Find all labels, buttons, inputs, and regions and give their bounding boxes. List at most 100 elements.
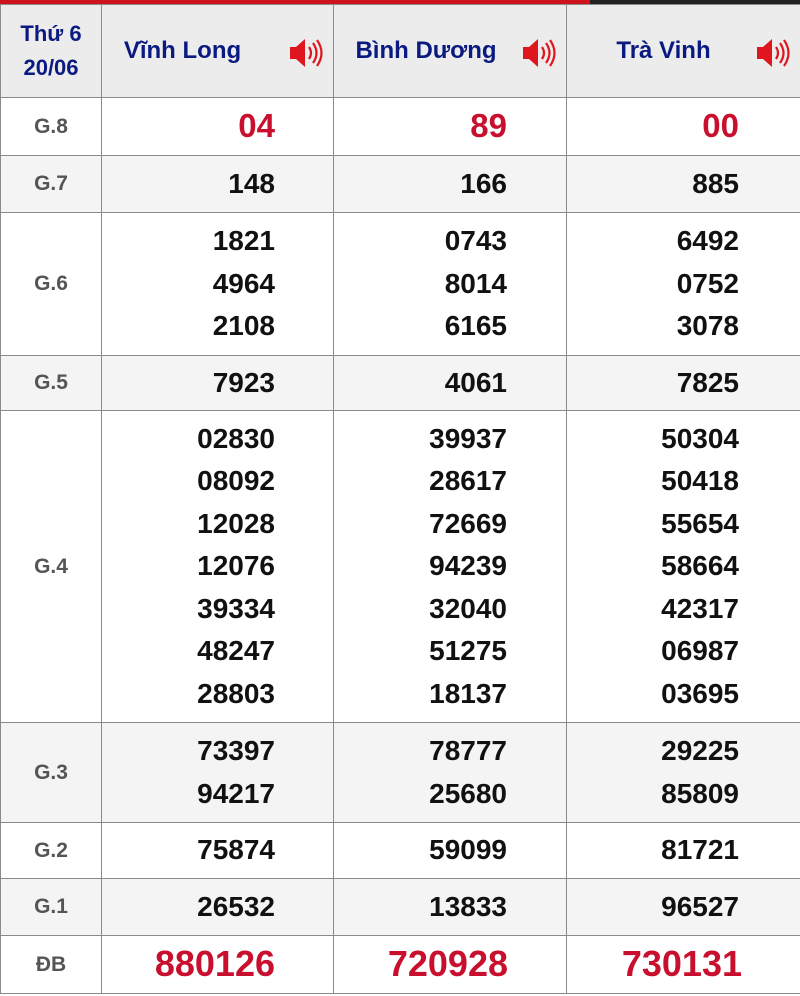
- prize-label: G.2: [0, 822, 102, 879]
- winning-number: 166: [460, 167, 507, 199]
- lottery-results-table: Thứ 6 20/06 Vĩnh Long Bình Dương Trà Vin…: [0, 4, 800, 994]
- winning-number: 55654: [661, 507, 739, 539]
- prize-cell: 6492 0752 3078: [566, 212, 800, 356]
- prize-cell: 00: [566, 97, 800, 156]
- winning-number: 148: [228, 167, 275, 199]
- winning-number: 720928: [387, 943, 508, 985]
- winning-number: 885: [692, 167, 739, 199]
- winning-number: 1821: [212, 225, 275, 257]
- prize-label: G.8: [0, 97, 102, 156]
- prize-cell: 75874: [101, 822, 334, 879]
- winning-number: 2108: [212, 310, 275, 342]
- header-row: Thứ 6 20/06 Vĩnh Long Bình Dương Trà Vin…: [0, 4, 800, 98]
- winning-number: 51275: [429, 635, 507, 667]
- province-name[interactable]: Bình Dương: [355, 37, 497, 64]
- prize-cell: 880126: [101, 935, 334, 994]
- speaker-icon[interactable]: [287, 35, 323, 71]
- province-header-binh-duong[interactable]: Bình Dương: [333, 4, 567, 98]
- winning-number: 0752: [676, 267, 739, 299]
- prize-row-g3: G.3 73397 94217 78777 25680 29225 85809: [0, 722, 800, 823]
- winning-number: 75874: [197, 834, 275, 866]
- winning-number: 73397: [197, 735, 275, 766]
- prize-rows: G.8 04 89 00 G.7 148 166 885 G.6 1821 4964 2108 0743…: [0, 97, 800, 994]
- prize-cell: 7825: [566, 355, 800, 411]
- winning-number: 18137: [429, 677, 507, 709]
- winning-number: 4964: [212, 267, 275, 299]
- draw-date: 20/06: [23, 55, 79, 80]
- winning-number: 94239: [429, 550, 507, 582]
- prize-cell: 1821 4964 2108: [101, 212, 334, 356]
- prize-cell: 4061: [333, 355, 567, 411]
- prize-label: G.3: [0, 722, 102, 823]
- winning-number: 6492: [676, 225, 739, 257]
- prize-row-g2: G.2 75874 59099 81721: [0, 822, 800, 879]
- prize-cell: 04: [101, 97, 334, 156]
- prize-row-g6: G.6 1821 4964 2108 0743 8014 6165 6492 0752 3078: [0, 212, 800, 356]
- winning-number: 02830: [197, 422, 275, 454]
- prize-cell: 81721: [566, 822, 800, 879]
- prize-cell: 7923: [101, 355, 334, 411]
- winning-number: 08092: [197, 465, 275, 497]
- winning-number: 7923: [212, 366, 275, 398]
- winning-number: 28803: [197, 677, 275, 709]
- winning-number: 12028: [197, 507, 275, 539]
- winning-number: 59099: [429, 834, 507, 866]
- prize-cell: 720928: [333, 935, 567, 994]
- winning-number: 8014: [444, 267, 507, 299]
- winning-number: 96527: [661, 890, 739, 922]
- prize-row-g4: G.4 02830 08092 12028 12076 39334 48247 28803 39…: [0, 410, 800, 723]
- province-header-vinh-long[interactable]: Vĩnh Long: [101, 4, 334, 98]
- prize-row-g7: G.7 148 166 885: [0, 155, 800, 213]
- weekday: Thứ 6: [20, 21, 82, 46]
- prize-cell: 39937 28617 72669 94239 32040 51275 18137: [333, 410, 567, 723]
- winning-number: 32040: [429, 592, 507, 624]
- prize-cell: 29225 85809: [566, 722, 800, 823]
- winning-number: 4061: [444, 366, 507, 398]
- prize-label: G.4: [0, 410, 102, 723]
- winning-number: 00: [702, 107, 739, 145]
- winning-number: 6165: [444, 310, 507, 342]
- province-name[interactable]: Vĩnh Long: [123, 37, 242, 64]
- prize-row-g5: G.5 7923 4061 7825: [0, 355, 800, 411]
- prize-cell: 730131: [566, 935, 800, 994]
- prize-cell: 96527: [566, 878, 800, 936]
- winning-number: 25680: [429, 777, 507, 809]
- prize-cell: 13833: [333, 878, 567, 936]
- winning-number: 48247: [197, 635, 275, 667]
- winning-number: 78777: [429, 735, 507, 766]
- winning-number: 39334: [197, 592, 275, 624]
- province-name[interactable]: Trà Vinh: [616, 37, 711, 64]
- winning-number: 50418: [661, 465, 739, 497]
- winning-number: 58664: [661, 550, 739, 582]
- prize-cell: 59099: [333, 822, 567, 879]
- winning-number: 89: [470, 107, 507, 145]
- winning-number: 29225: [661, 735, 739, 766]
- prize-cell: 89: [333, 97, 567, 156]
- winning-number: 39937: [429, 422, 507, 454]
- speaker-icon[interactable]: [520, 35, 556, 71]
- winning-number: 03695: [661, 677, 739, 709]
- winning-number: 94217: [197, 777, 275, 809]
- winning-number: 50304: [661, 422, 739, 454]
- prize-label: G.1: [0, 878, 102, 936]
- prize-label: G.5: [0, 355, 102, 411]
- prize-row-đb: ĐB 880126 720928 730131: [0, 935, 800, 994]
- winning-number: 7825: [676, 366, 739, 398]
- province-header-tra-vinh[interactable]: Trà Vinh: [566, 4, 800, 98]
- prize-cell: 148: [101, 155, 334, 213]
- prize-cell: 885: [566, 155, 800, 213]
- winning-number: 13833: [429, 890, 507, 922]
- winning-number: 730131: [621, 943, 742, 985]
- prize-cell: 78777 25680: [333, 722, 567, 823]
- prize-cell: 02830 08092 12028 12076 39334 48247 28803: [101, 410, 334, 723]
- winning-number: 0743: [444, 225, 507, 257]
- winning-number: 72669: [429, 507, 507, 539]
- prize-cell: 0743 8014 6165: [333, 212, 567, 356]
- winning-number: 12076: [197, 550, 275, 582]
- prize-label: G.6: [0, 212, 102, 356]
- speaker-icon[interactable]: [754, 35, 790, 71]
- prize-cell: 50304 50418 55654 58664 42317 06987 03695: [566, 410, 800, 723]
- winning-number: 81721: [661, 834, 739, 866]
- winning-number: 06987: [661, 635, 739, 667]
- prize-row-g1: G.1 26532 13833 96527: [0, 878, 800, 936]
